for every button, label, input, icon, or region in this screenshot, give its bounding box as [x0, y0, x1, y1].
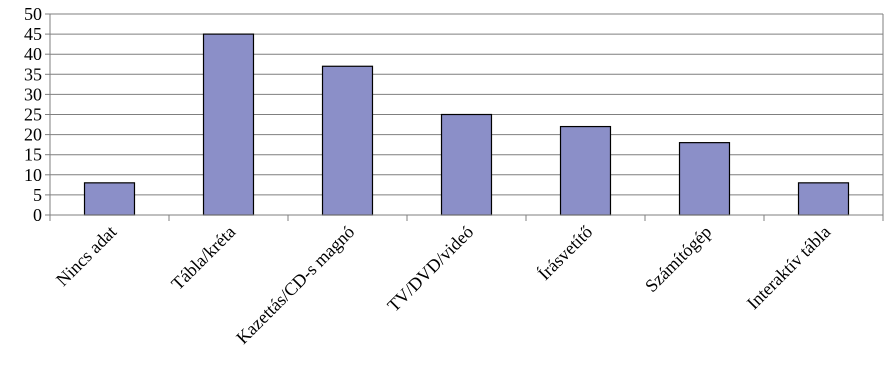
y-tick-label: 45: [24, 24, 42, 44]
y-tick-label: 40: [24, 44, 42, 64]
y-tick-label: 15: [24, 145, 42, 165]
bars: [83, 33, 850, 216]
bar: [797, 182, 850, 216]
bar: [202, 33, 255, 216]
axes: [45, 13, 884, 221]
x-category-label: Számítógép: [641, 222, 715, 296]
x-category-label: TV/DVD/videó: [383, 222, 477, 316]
bar: [321, 65, 374, 216]
y-tick-label: 25: [24, 105, 42, 125]
y-tick-label: 20: [24, 125, 42, 145]
x-category-label: Tábla/kréta: [167, 222, 239, 294]
y-tick-label: 30: [24, 84, 42, 104]
y-tick-label: 35: [24, 64, 42, 84]
bar: [83, 182, 136, 216]
y-tick-label: 5: [33, 185, 42, 205]
x-category-label: Nincs adat: [52, 222, 120, 290]
x-category-label: Kazettás/CD-s magnó: [232, 222, 358, 348]
x-category-label: Interaktív tábla: [743, 222, 835, 314]
y-tick-label: 10: [24, 165, 42, 185]
bar: [440, 113, 493, 216]
y-tick-label: 50: [24, 4, 42, 24]
x-category-label: Írásvetítő: [533, 221, 596, 284]
y-tick-label: 0: [33, 205, 42, 225]
bar: [559, 125, 612, 216]
bar: [678, 142, 731, 216]
